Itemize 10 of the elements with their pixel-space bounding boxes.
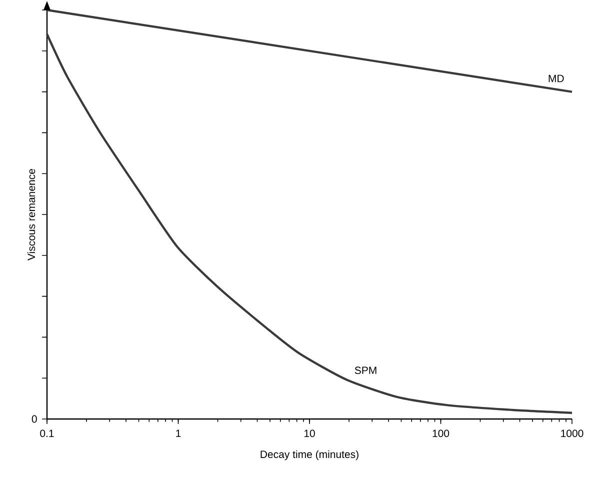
x-tick-label: 0.1 [40, 430, 54, 438]
x-tick-label: 1000 [561, 430, 584, 438]
x-axis-title: Decay time (minutes) [260, 450, 358, 460]
series-label: MD [548, 74, 564, 82]
x-tick-label: 1 [176, 430, 181, 437]
y-axis-title: Viscous remanence [27, 168, 36, 260]
x-tick-label: 10 [304, 430, 315, 438]
series-label: SPM [354, 366, 376, 374]
text: 0 [32, 415, 37, 423]
x-tick-label: 100 [432, 430, 450, 438]
